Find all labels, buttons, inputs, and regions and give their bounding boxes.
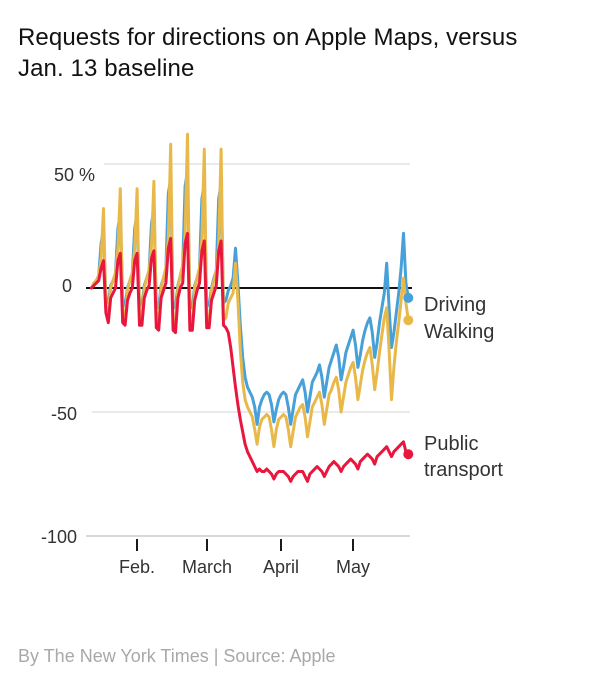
y-tick-label-minus50: -50 (50, 404, 77, 424)
credit-line: By The New York Times | Source: Apple (18, 646, 336, 666)
series-label-driving: Driving (424, 294, 487, 316)
y-tick-label-50: 50 % (53, 165, 95, 185)
transit-line (90, 231, 410, 483)
x-tick-label-may: May (335, 557, 371, 577)
chart-title: Requests for directions on Apple Maps, v… (18, 22, 573, 84)
walking-line (90, 132, 410, 449)
series-label-walking: Walking (424, 321, 495, 343)
walking-end-dot (403, 315, 414, 326)
y-tick-label-minus100: -100 (40, 527, 77, 547)
transit-end-dot (403, 449, 414, 460)
y-tick-label-0: 0 (61, 276, 72, 296)
x-tick-label-march: March (181, 557, 233, 577)
x-tick-label-feb: Feb. (118, 557, 156, 577)
x-tick-label-april: April (262, 557, 300, 577)
chart-title-line-1: Requests for directions on Apple Maps, v… (18, 24, 518, 51)
chart-title-line-2: Jan. 13 baseline (18, 55, 195, 82)
series-label-public-transport: Public transport (424, 433, 503, 481)
series-layer (90, 132, 414, 483)
driving-end-dot (403, 292, 414, 303)
